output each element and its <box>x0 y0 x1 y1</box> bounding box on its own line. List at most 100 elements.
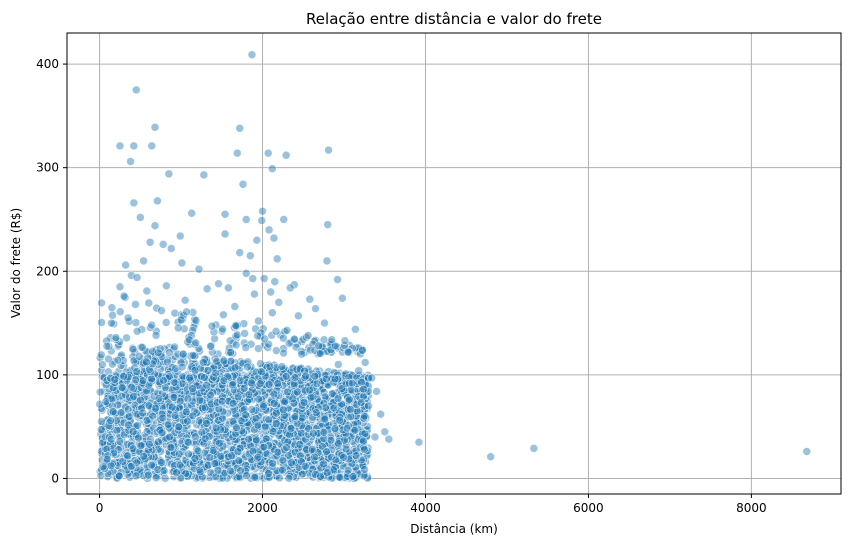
data-point <box>199 358 208 367</box>
data-point <box>246 339 256 349</box>
data-point <box>222 473 232 483</box>
data-point <box>341 444 351 454</box>
data-point <box>240 329 249 338</box>
data-point <box>351 451 361 460</box>
data-point <box>183 394 193 404</box>
data-point <box>268 458 277 468</box>
data-point <box>138 408 148 418</box>
data-point <box>104 354 113 364</box>
data-point <box>193 446 203 456</box>
data-point <box>281 150 291 160</box>
data-point <box>182 407 191 417</box>
data-point <box>314 341 324 351</box>
data-point <box>259 274 269 283</box>
data-point <box>176 315 186 325</box>
data-point <box>96 350 106 360</box>
data-point <box>253 452 263 462</box>
data-point <box>343 465 353 475</box>
data-point <box>268 427 278 436</box>
x-tick-label: 2000 <box>247 501 278 515</box>
data-point <box>119 372 128 381</box>
data-point <box>115 307 125 317</box>
data-point <box>158 240 168 249</box>
data-point <box>269 233 279 243</box>
data-point <box>154 394 164 403</box>
data-point <box>297 413 307 423</box>
data-point <box>231 321 241 330</box>
data-point <box>271 408 281 418</box>
data-point <box>215 438 224 448</box>
data-point <box>127 383 136 392</box>
data-point <box>95 387 105 397</box>
data-point <box>148 351 158 361</box>
data-point <box>111 333 121 342</box>
data-point <box>158 413 168 423</box>
data-point <box>295 440 305 449</box>
data-point <box>287 458 296 467</box>
data-point <box>257 367 266 377</box>
data-point <box>281 372 291 381</box>
data-point <box>319 459 328 469</box>
data-point <box>253 331 262 341</box>
data-point <box>129 198 139 208</box>
data-point <box>239 383 249 393</box>
data-point <box>148 411 158 421</box>
data-point <box>124 412 134 421</box>
data-point <box>360 445 369 454</box>
data-point <box>206 390 215 400</box>
data-point <box>233 330 242 340</box>
data-point <box>323 220 333 229</box>
data-point <box>170 342 179 352</box>
data-point <box>241 410 250 420</box>
data-point <box>150 221 160 230</box>
data-point <box>185 373 194 383</box>
data-point <box>364 401 373 411</box>
data-point <box>144 298 154 308</box>
data-point <box>160 474 170 483</box>
data-point <box>319 428 329 437</box>
data-point <box>211 423 221 433</box>
data-point <box>101 397 111 406</box>
data-point <box>334 439 343 448</box>
data-point <box>331 455 341 465</box>
data-point <box>235 124 245 133</box>
data-point <box>384 434 394 444</box>
data-point <box>263 148 273 158</box>
data-point <box>282 326 292 335</box>
data-point <box>188 351 198 360</box>
data-point <box>265 362 275 371</box>
data-point <box>150 122 160 132</box>
data-point <box>353 418 363 427</box>
data-point <box>320 318 329 328</box>
data-point <box>153 196 162 206</box>
data-point <box>238 179 248 189</box>
data-point <box>126 157 135 166</box>
data-point <box>206 342 215 351</box>
data-point <box>175 460 185 470</box>
data-point <box>254 344 263 353</box>
data-point <box>268 308 277 318</box>
data-point <box>190 365 200 375</box>
data-point <box>116 408 126 417</box>
data-point <box>110 375 120 384</box>
data-point <box>177 258 187 268</box>
data-point <box>184 438 193 447</box>
data-point <box>316 349 325 358</box>
y-tick-label: 300 <box>36 161 59 175</box>
data-point <box>252 235 262 245</box>
data-point <box>97 404 106 413</box>
data-point <box>258 206 267 216</box>
data-point <box>226 356 236 366</box>
data-point <box>278 455 288 465</box>
data-point <box>108 407 118 416</box>
data-point <box>264 225 274 235</box>
data-point <box>154 437 163 447</box>
data-point <box>107 303 117 313</box>
data-point <box>356 398 366 407</box>
data-point <box>115 141 125 151</box>
data-point <box>343 347 353 357</box>
data-point <box>172 468 181 477</box>
data-point <box>202 380 211 390</box>
data-point <box>220 209 230 219</box>
